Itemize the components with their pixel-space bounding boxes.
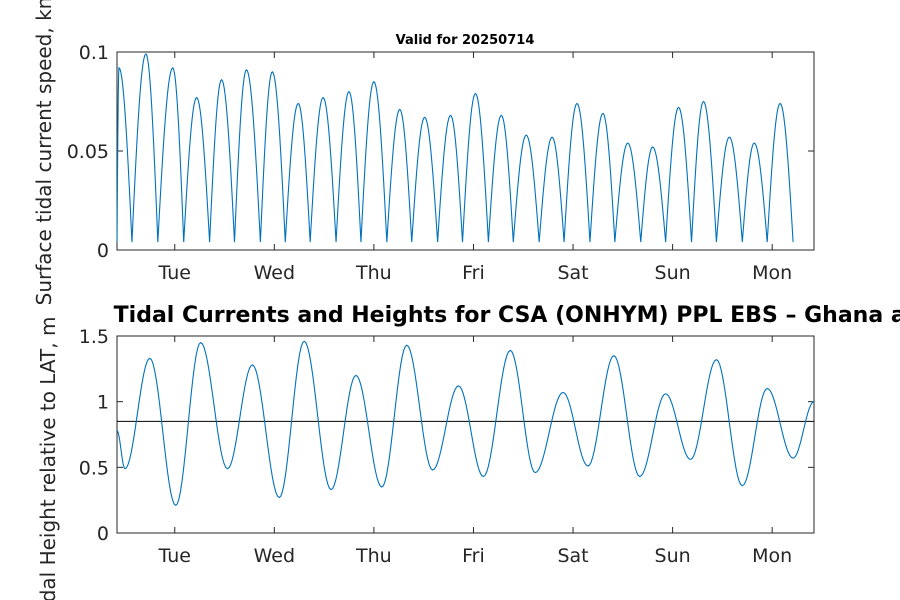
current-speed-plot-frame [116, 51, 815, 251]
y-tick-label: 0.1 [79, 42, 109, 64]
x-tick-label: Sat [557, 262, 588, 284]
current-speed-axes: 0 0.05 0.1 Tue Wed Thu Fri Sat Sun Mon Valid for … [32, 0, 815, 305]
tidal-height-axes: 0 0.5 1 1.5 Tue Wed Thu Fri Sat Sun Mon Tidal Heig… [36, 317, 815, 600]
tidal-height-ylabel: Tidal Height relative to LAT, m [36, 317, 60, 600]
x-tick-label: Thu [355, 262, 392, 284]
x-tick-label: Mon [752, 545, 792, 567]
y-tick-label: 0.5 [79, 457, 109, 479]
tidal-height-plot-frame [116, 335, 815, 534]
current-speed-series-line [116, 53, 794, 243]
x-tick-label: Wed [254, 262, 295, 284]
current-speed-ylabel: Surface tidal current speed, kn [32, 0, 56, 305]
current-speed-title: Valid for 20250714 [396, 33, 535, 48]
x-tick-label: Tue [158, 545, 191, 567]
current-speed-ticks: 0 0.05 0.1 Tue Wed Thu Fri Sat Sun Mon [67, 42, 814, 284]
figure-main-title: Tidal Currents and Heights for CSA (ONHY… [114, 303, 900, 328]
x-tick-label: Thu [355, 545, 392, 567]
y-tick-label: 1 [97, 392, 109, 414]
x-tick-label: Mon [752, 262, 792, 284]
y-tick-label: 0 [97, 523, 109, 545]
x-tick-label: Sun [655, 545, 691, 567]
y-tick-label: 0 [97, 240, 109, 262]
x-tick-label: Fri [462, 262, 485, 284]
x-tick-label: Tue [158, 262, 191, 284]
x-tick-label: Fri [462, 545, 485, 567]
x-tick-label: Wed [254, 545, 295, 567]
y-tick-label: 0.05 [67, 141, 109, 163]
x-tick-label: Sun [655, 262, 691, 284]
y-tick-label: 1.5 [79, 326, 109, 348]
tidal-height-ticks: 0 0.5 1 1.5 Tue Wed Thu Fri Sat Sun Mon [79, 326, 814, 567]
x-tick-label: Sat [557, 545, 588, 567]
tidal-height-series-line [116, 340, 815, 507]
